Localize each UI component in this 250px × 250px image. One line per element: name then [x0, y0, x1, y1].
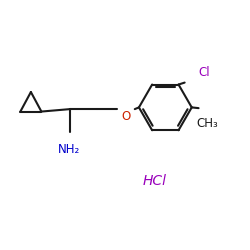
Text: O: O [122, 110, 131, 123]
Text: HCl: HCl [142, 174, 166, 188]
Text: CH₃: CH₃ [197, 117, 218, 130]
Text: Cl: Cl [199, 66, 210, 79]
Text: NH₂: NH₂ [58, 143, 80, 156]
